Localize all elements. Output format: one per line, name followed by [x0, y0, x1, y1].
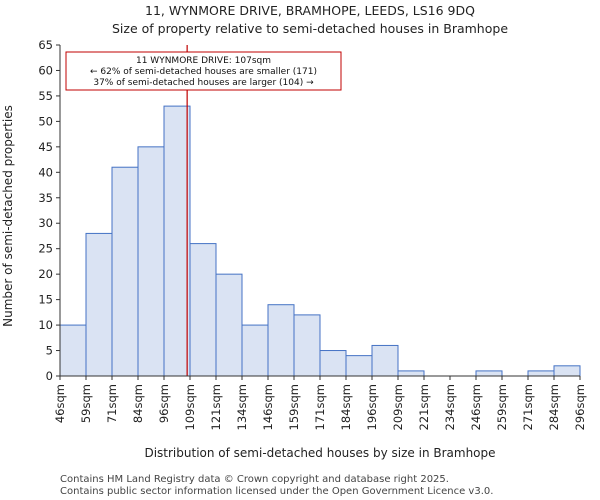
x-tick-label: 121sqm: [209, 384, 223, 430]
x-tick-label: 284sqm: [547, 384, 561, 430]
y-tick-label: 55: [38, 89, 53, 103]
x-axis-ticks: 46sqm 59sqm 71sqm 84sqm 96sqm 109sqm 121sqm 134…: [53, 376, 587, 430]
x-tick-label: 234sqm: [443, 384, 457, 430]
x-tick-label: 296sqm: [573, 384, 587, 430]
y-tick-label: 35: [38, 191, 53, 205]
x-tick-label: 46sqm: [53, 384, 67, 423]
x-tick-label: 184sqm: [339, 384, 353, 430]
bar-171sqm: [319, 350, 347, 377]
x-axis-label: Distribution of semi-detached houses by …: [144, 446, 495, 460]
y-tick-label: 60: [38, 63, 53, 77]
y-tick-label: 20: [38, 267, 53, 281]
x-tick-label: 96sqm: [157, 384, 171, 423]
x-tick-label: 196sqm: [365, 384, 379, 430]
y-tick-label: 25: [38, 242, 53, 256]
y-axis-label: Number of semi-detached properties: [1, 105, 15, 327]
bar-121sqm: [215, 273, 243, 377]
bar-59sqm: [85, 232, 113, 377]
bar-146sqm: [267, 304, 295, 377]
bar-246sqm: [475, 370, 503, 377]
y-tick-label: 30: [38, 216, 53, 230]
x-tick-label: 259sqm: [495, 384, 509, 430]
bar-71sqm: [111, 166, 139, 377]
bar-134sqm: [241, 324, 269, 377]
x-tick-label: 209sqm: [391, 384, 405, 430]
bar-184sqm: [345, 355, 373, 377]
bar-46sqm: [59, 324, 87, 377]
y-tick-label: 45: [38, 140, 53, 154]
x-tick-label: 134sqm: [235, 384, 249, 430]
y-tick-label: 5: [46, 344, 53, 358]
bar-84sqm: [137, 146, 165, 377]
bar-109sqm: [189, 243, 217, 377]
y-tick-label: 40: [38, 165, 53, 179]
x-tick-label: 109sqm: [183, 384, 197, 430]
bar-271sqm: [527, 370, 555, 377]
y-tick-label: 0: [46, 369, 53, 383]
y-axis-ticks: 0 5 10 15 20 25 30 35 40 45 50 55 60 65: [38, 38, 60, 383]
x-tick-label: 171sqm: [313, 384, 327, 430]
annotation-line-1: 11 WYNMORE DRIVE: 107sqm: [136, 56, 271, 66]
x-tick-label: 159sqm: [287, 384, 301, 430]
annotation-line-2: ← 62% of semi-detached houses are smalle…: [90, 67, 317, 77]
x-tick-label: 221sqm: [417, 384, 431, 430]
bars-group: [59, 105, 581, 377]
bar-284sqm: [553, 365, 581, 377]
x-tick-label: 246sqm: [469, 384, 483, 430]
x-tick-label: 146sqm: [261, 384, 275, 430]
bar-209sqm: [397, 370, 425, 377]
annotation-box: 11 WYNMORE DRIVE: 107sqm ← 62% of semi-d…: [65, 51, 342, 91]
y-tick-label: 15: [38, 293, 53, 307]
y-tick-label: 10: [38, 318, 53, 332]
y-tick-label: 65: [38, 38, 53, 52]
footer-line-2: Contains public sector information licen…: [60, 486, 493, 497]
bar-196sqm: [371, 344, 399, 377]
annotation-line-3: 37% of semi-detached houses are larger (…: [93, 78, 314, 88]
chart-subtitle: Size of property relative to semi-detach…: [112, 21, 508, 36]
x-tick-label: 59sqm: [79, 384, 93, 423]
chart-title: 11, WYNMORE DRIVE, BRAMHOPE, LEEDS, LS16…: [145, 3, 475, 18]
bar-96sqm: [163, 105, 191, 377]
x-tick-label: 271sqm: [521, 384, 535, 430]
x-tick-label: 84sqm: [131, 384, 145, 423]
footer-line-1: Contains HM Land Registry data © Crown c…: [60, 474, 449, 485]
x-tick-label: 71sqm: [105, 384, 119, 423]
bar-159sqm: [293, 314, 321, 377]
y-tick-label: 50: [38, 114, 53, 128]
